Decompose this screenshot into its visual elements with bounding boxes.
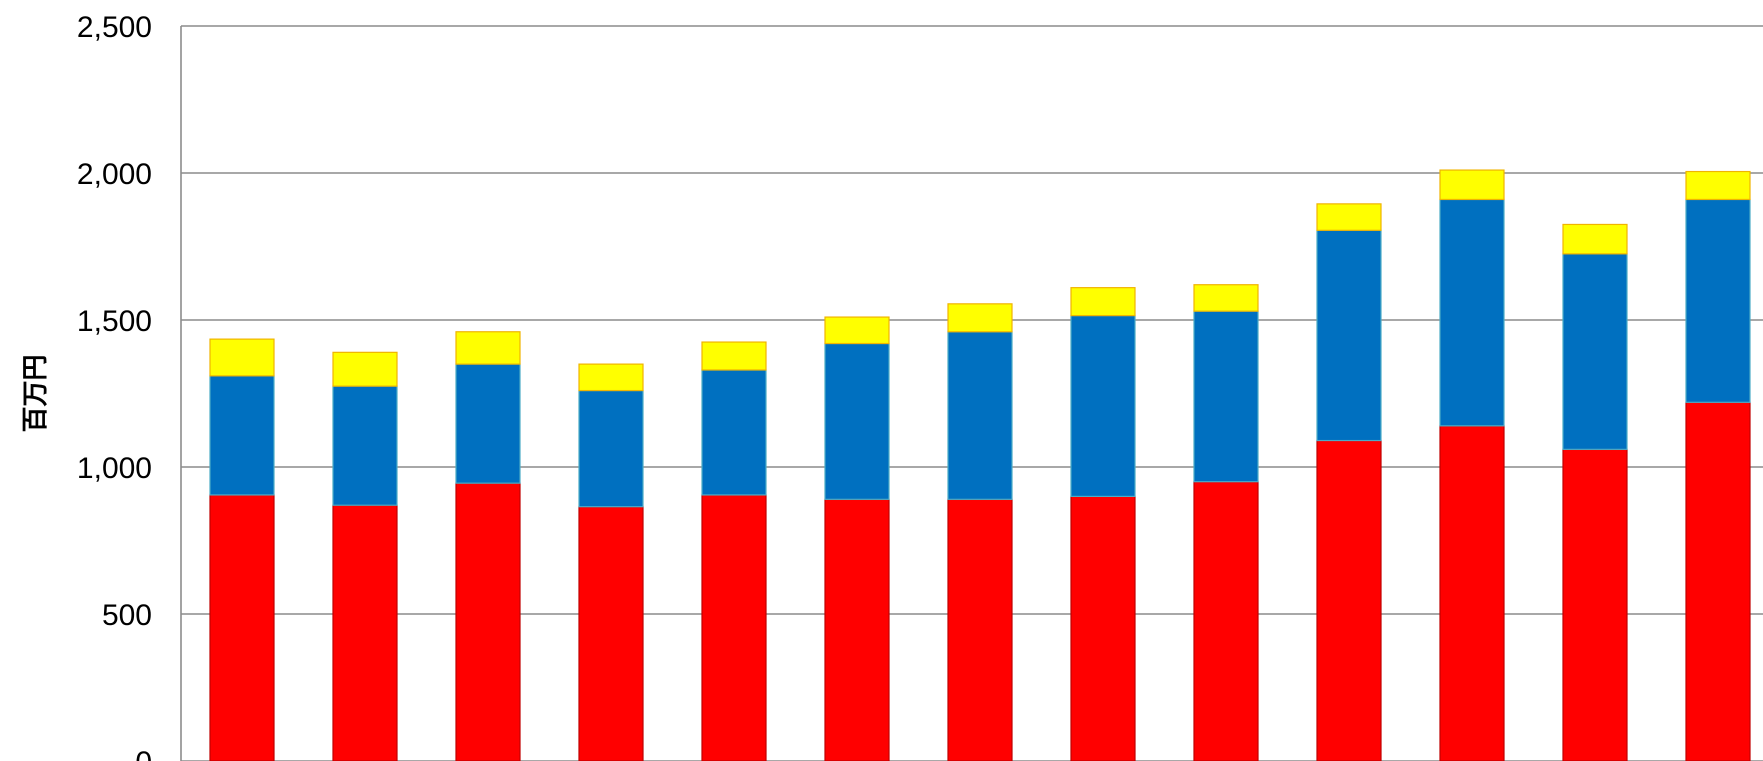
bar-segment-series-3 [947,303,1013,333]
bar-segment-series-1 [824,498,890,761]
y-axis-title: 百万円 [21,354,51,432]
bar-segment-series-3 [1562,223,1628,255]
bar-stack [947,303,1013,761]
bar-segment-series-3 [332,351,398,387]
bar-segment-series-3 [578,363,644,392]
bar-segment-series-1 [332,504,398,761]
bar-segment-series-3 [1685,170,1751,201]
bar-segment-series-3 [824,316,890,345]
bar-segment-series-2 [1193,310,1259,483]
bar-stack [1439,169,1505,761]
y-tick-label: 500 [102,599,152,632]
bar-segment-series-3 [1193,284,1259,312]
bar-segment-series-1 [1316,439,1382,761]
bar-segment-series-2 [1685,198,1751,403]
bar-stacks [209,169,1751,761]
bar-stack [701,341,767,761]
bar-segment-series-2 [1070,314,1136,497]
bar-segment-series-1 [947,498,1013,761]
bar-segment-series-1 [701,494,767,761]
bar-segment-series-2 [455,363,521,484]
y-tick-label: 1,000 [77,452,152,485]
bar-stack [824,316,890,761]
bar-segment-series-3 [455,331,521,365]
bar-segment-series-1 [209,494,275,761]
bar-stack [332,351,398,761]
y-tick-label: 1,500 [77,305,152,338]
y-tick-label: 2,000 [77,158,152,191]
y-tick-label: 0 [135,746,152,761]
bar-stack [1193,284,1259,761]
bar-segment-series-3 [1070,287,1136,317]
y-tick-label: 2,500 [77,11,152,44]
bar-stack [1070,287,1136,761]
bar-segment-series-1 [1193,481,1259,761]
bar-segment-series-2 [1439,198,1505,427]
y-axis-tick-labels: 0 500 1,000 1,500 2,000 2,500 [77,11,152,761]
bar-segment-series-1 [578,506,644,761]
bar-segment-series-3 [1316,203,1382,231]
bar-segment-series-2 [578,389,644,508]
bar-stack [455,331,521,761]
bar-segment-series-1 [1070,495,1136,761]
bar-stack [578,363,644,761]
bar-segment-series-1 [1685,401,1751,761]
bar-segment-series-1 [1562,448,1628,761]
bar-segment-series-1 [1439,425,1505,761]
bar-segment-series-3 [1439,169,1505,201]
bar-segment-series-2 [332,385,398,506]
bar-stack [209,338,275,761]
bar-segment-series-2 [1562,253,1628,450]
bar-segment-series-2 [947,331,1013,500]
bar-stack [1316,203,1382,761]
bar-segment-series-2 [701,369,767,496]
bar-segment-series-3 [209,338,275,377]
bar-segment-series-1 [455,482,521,761]
bar-stack [1562,223,1628,761]
bar-segment-series-2 [824,342,890,500]
bar-segment-series-3 [701,341,767,371]
bar-stack [1685,170,1751,761]
bar-segment-series-2 [209,375,275,496]
bar-segment-series-2 [1316,229,1382,442]
